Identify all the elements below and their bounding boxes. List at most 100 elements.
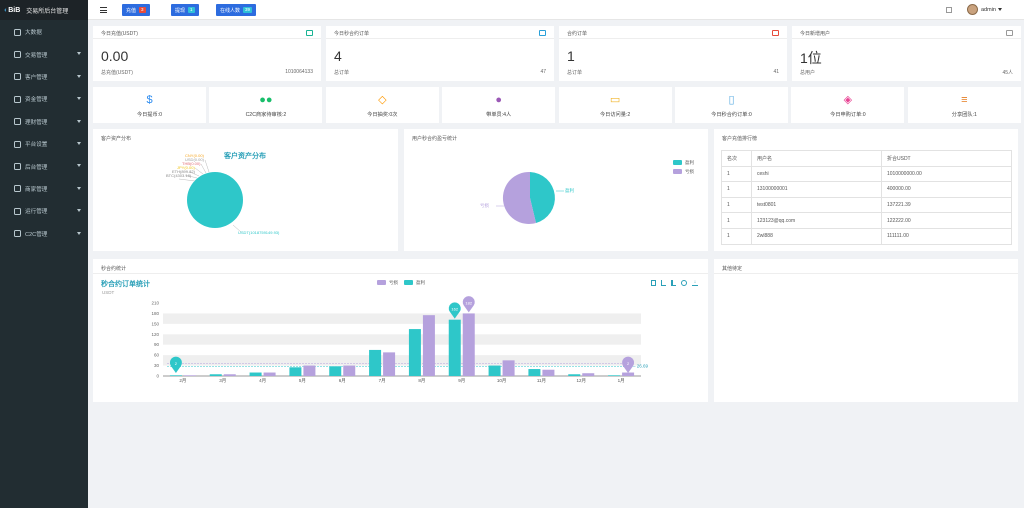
data-view-icon[interactable] [651, 280, 656, 286]
stat-value: 1位 [800, 50, 822, 66]
x-tick-label: 11月 [537, 378, 546, 384]
stat-sub-value: 45人 [1002, 70, 1013, 76]
pie-slice-profit [530, 172, 555, 223]
bar-loss[interactable] [343, 365, 356, 376]
menu-toggle-icon[interactable] [100, 7, 107, 13]
tile-icon: ≡ [961, 94, 968, 106]
bar-loss[interactable] [542, 369, 555, 376]
withdraw-count-badge: 1 [188, 7, 195, 13]
shortcut-tile[interactable]: ●● C2C商家待审核:2 [209, 87, 323, 123]
table-row[interactable]: 1 2wl888 111111.00 [721, 227, 1012, 245]
stat-badge-icon [306, 30, 313, 36]
grid-band [163, 313, 641, 324]
bar-loss[interactable] [223, 374, 236, 376]
tile-label: 今日抽奖:0次 [367, 112, 398, 118]
profit-loss-panel: 用户秒合约盈亏统计 盈利 亏损 盈利 亏损 [404, 129, 708, 251]
bar-profit[interactable] [369, 349, 382, 376]
sidebar-item-8[interactable]: 运行管理 [0, 200, 88, 222]
bar-profit[interactable] [488, 365, 501, 376]
sidebar-item-3[interactable]: 资金管理 [0, 88, 88, 110]
asset-label: BTC(4303.18) [166, 173, 192, 178]
grid-band [163, 355, 641, 366]
shortcut-tile[interactable]: ≡ 分享团队:1 [907, 87, 1021, 123]
tile-label: 今日秒合约订单:0 [711, 112, 752, 118]
tile-label: 带单员:4人 [486, 112, 512, 118]
online-users-button[interactable]: 在线人数 39 [216, 4, 257, 16]
bar-profit[interactable] [528, 369, 541, 376]
bar-profit[interactable] [448, 319, 461, 376]
bar-profit[interactable] [169, 375, 182, 376]
tile-icon: ▯ [728, 94, 735, 106]
bar-profit[interactable] [408, 329, 421, 376]
tile-label: 今日申购订单:0 [830, 112, 866, 118]
stat-card: 今日新增用户 1位 总用户 45人 [792, 26, 1021, 81]
bar-loss[interactable] [622, 372, 635, 376]
sidebar-item-label: 大数据 [25, 30, 42, 37]
sidebar-item-4[interactable]: 理财管理 [0, 111, 88, 133]
table-row[interactable]: 1 123123@qq.com 122222.00 [721, 212, 1012, 229]
bar-loss[interactable] [383, 352, 396, 376]
sidebar-item-5[interactable]: 平台设置 [0, 133, 88, 155]
shortcut-tile[interactable]: ● 带单员:4人 [442, 87, 556, 123]
sidebar-item-label: C2C管理 [25, 231, 48, 238]
recharge-button[interactable]: 充值 3 [122, 4, 150, 16]
chart-toolbox: ↓ [651, 280, 698, 286]
bar-profit[interactable] [329, 366, 342, 376]
bar-profit[interactable] [568, 374, 581, 376]
stat-card-title: 今日新增用户 [792, 26, 1021, 39]
y-tick-label: 60 [154, 353, 160, 358]
line-chart-icon[interactable] [661, 280, 666, 286]
bar-loss[interactable] [422, 315, 435, 376]
bar-loss[interactable] [303, 365, 316, 376]
table-row[interactable]: 1 13100000001 400000.00 [721, 181, 1012, 198]
bar-profit[interactable] [209, 374, 222, 376]
fullscreen-icon[interactable] [946, 7, 952, 13]
bar-loss[interactable] [462, 313, 475, 376]
sidebar-item-7[interactable]: 商家管理 [0, 178, 88, 200]
shortcut-tile[interactable]: ▭ 今日访问量:2 [558, 87, 672, 123]
sidebar-item-0[interactable]: 大数据 [0, 21, 88, 43]
table-row[interactable]: 1 test0801 137221.39 [721, 196, 1012, 214]
bar-profit[interactable] [289, 367, 302, 376]
other-panel: 其他待定 [714, 259, 1018, 402]
stat-sub-value: 41 [773, 69, 779, 75]
menu-icon [14, 118, 21, 126]
tile-icon: ▭ [609, 94, 621, 106]
user-menu[interactable]: admin [967, 4, 1002, 15]
legend-item-loss[interactable]: 亏损 [673, 167, 694, 176]
stat-sub-value: 47 [540, 69, 546, 75]
tile-label: 今日提币:0 [136, 112, 163, 118]
x-tick-label: 4月 [259, 378, 266, 384]
sidebar-item-1[interactable]: 交易管理 [0, 43, 88, 65]
sidebar-item-6[interactable]: 后台管理 [0, 155, 88, 177]
shortcut-tile[interactable]: ◇ 今日抽奖:0次 [325, 87, 439, 123]
bar-profit[interactable] [608, 375, 621, 376]
shortcut-tile[interactable]: ▯ 今日秒合约订单:0 [675, 87, 788, 123]
legend-item-profit[interactable]: 盈利 [404, 280, 425, 286]
sidebar-item-9[interactable]: C2C管理 [0, 223, 88, 245]
chevron-down-icon [77, 141, 81, 145]
sidebar-item-2[interactable]: 客户管理 [0, 66, 88, 88]
shortcut-tile[interactable]: ◈ 今日申购订单:0 [791, 87, 905, 123]
asset-label: JPY(0.00) [177, 165, 195, 170]
withdraw-button[interactable]: 提现 1 [171, 4, 199, 16]
bar-loss[interactable] [582, 373, 595, 376]
profit-pie-chart [496, 171, 564, 224]
bar-loss[interactable] [263, 372, 276, 376]
table-cell: 1 [721, 165, 752, 183]
bar-loss[interactable] [502, 360, 515, 376]
menu-icon [14, 28, 21, 36]
bar-chart-icon[interactable] [671, 280, 676, 286]
shortcut-tile[interactable]: $ 今日提币:0 [93, 87, 206, 123]
legend-item-profit[interactable]: 盈利 [673, 158, 694, 167]
stat-card-title: 今日秒合约订单 [326, 26, 554, 39]
bar-loss[interactable] [183, 375, 196, 376]
restore-icon[interactable] [681, 280, 687, 286]
brand-logo[interactable]: ◐BiB 交易所后台管理 [0, 0, 88, 20]
stat-sub-label: 总订单 [567, 70, 583, 76]
bar-profit[interactable] [249, 372, 262, 376]
download-icon[interactable]: ↓ [692, 279, 698, 286]
sidebar-item-label: 交易管理 [25, 52, 48, 59]
table-row[interactable]: 1 ceshi 1010000000.00 [721, 165, 1012, 183]
legend-item-loss[interactable]: 亏损 [377, 280, 398, 286]
